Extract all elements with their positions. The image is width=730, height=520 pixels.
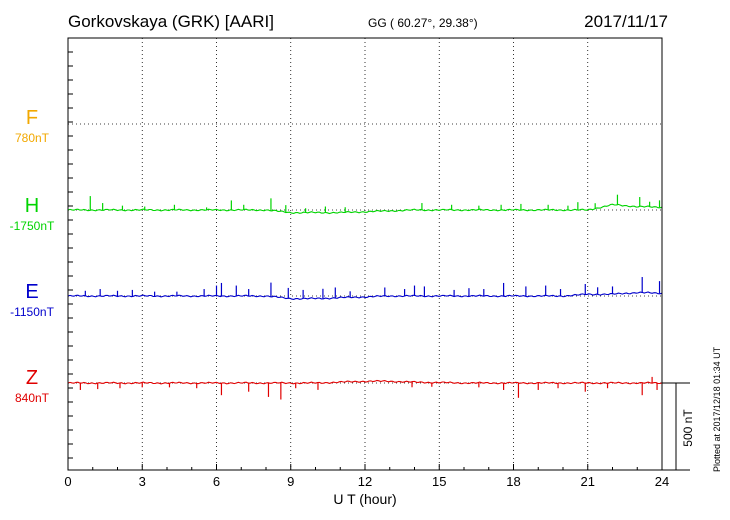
series bbox=[67, 194, 663, 400]
scale-bar: 500 nT bbox=[662, 382, 695, 471]
component-baseline-z: 840nT bbox=[14, 391, 50, 405]
x-tick-label: 9 bbox=[287, 474, 294, 489]
component-letter-f: F bbox=[25, 107, 39, 129]
scale-bar-label: 500 nT bbox=[681, 409, 695, 447]
grid bbox=[68, 38, 662, 470]
station-title: Gorkovskaya (GRK) [AARI] bbox=[68, 12, 274, 31]
component-letter-z: Z bbox=[25, 367, 39, 389]
station-coordinates: GG ( 60.27°, 29.38°) bbox=[368, 16, 478, 30]
x-axis-ticks: 0 3 6 9 12 15 18 21 24 bbox=[64, 464, 669, 489]
x-tick-label: 3 bbox=[139, 474, 146, 489]
component-baseline-e: -1150nT bbox=[10, 305, 54, 319]
component-label-f: F 780nT bbox=[0, 108, 64, 144]
series-z bbox=[67, 376, 663, 400]
series-h-trace bbox=[67, 203, 663, 215]
series-z-trace bbox=[67, 379, 663, 385]
x-tick-label: 6 bbox=[213, 474, 220, 489]
component-letter-h: H bbox=[24, 195, 40, 217]
component-label-z: Z 840nT bbox=[0, 368, 64, 404]
chart-date: 2017/11/17 bbox=[584, 12, 668, 31]
x-tick-label: 0 bbox=[64, 474, 71, 489]
component-baseline-f: 780nT bbox=[14, 131, 50, 145]
x-tick-label: 21 bbox=[581, 474, 595, 489]
component-letter-e: E bbox=[25, 281, 39, 303]
series-h bbox=[67, 194, 663, 215]
x-tick-label: 18 bbox=[506, 474, 520, 489]
series-e-trace bbox=[67, 291, 663, 300]
component-label-e: E -1150nT bbox=[0, 282, 64, 318]
x-tick-label: 15 bbox=[432, 474, 446, 489]
component-baseline-h: -1750nT bbox=[9, 219, 55, 233]
x-tick-label: 12 bbox=[358, 474, 372, 489]
series-e bbox=[67, 277, 663, 300]
component-label-h: H -1750nT bbox=[0, 196, 64, 232]
x-axis-title: U T (hour) bbox=[333, 491, 396, 507]
x-tick-label: 24 bbox=[655, 474, 669, 489]
